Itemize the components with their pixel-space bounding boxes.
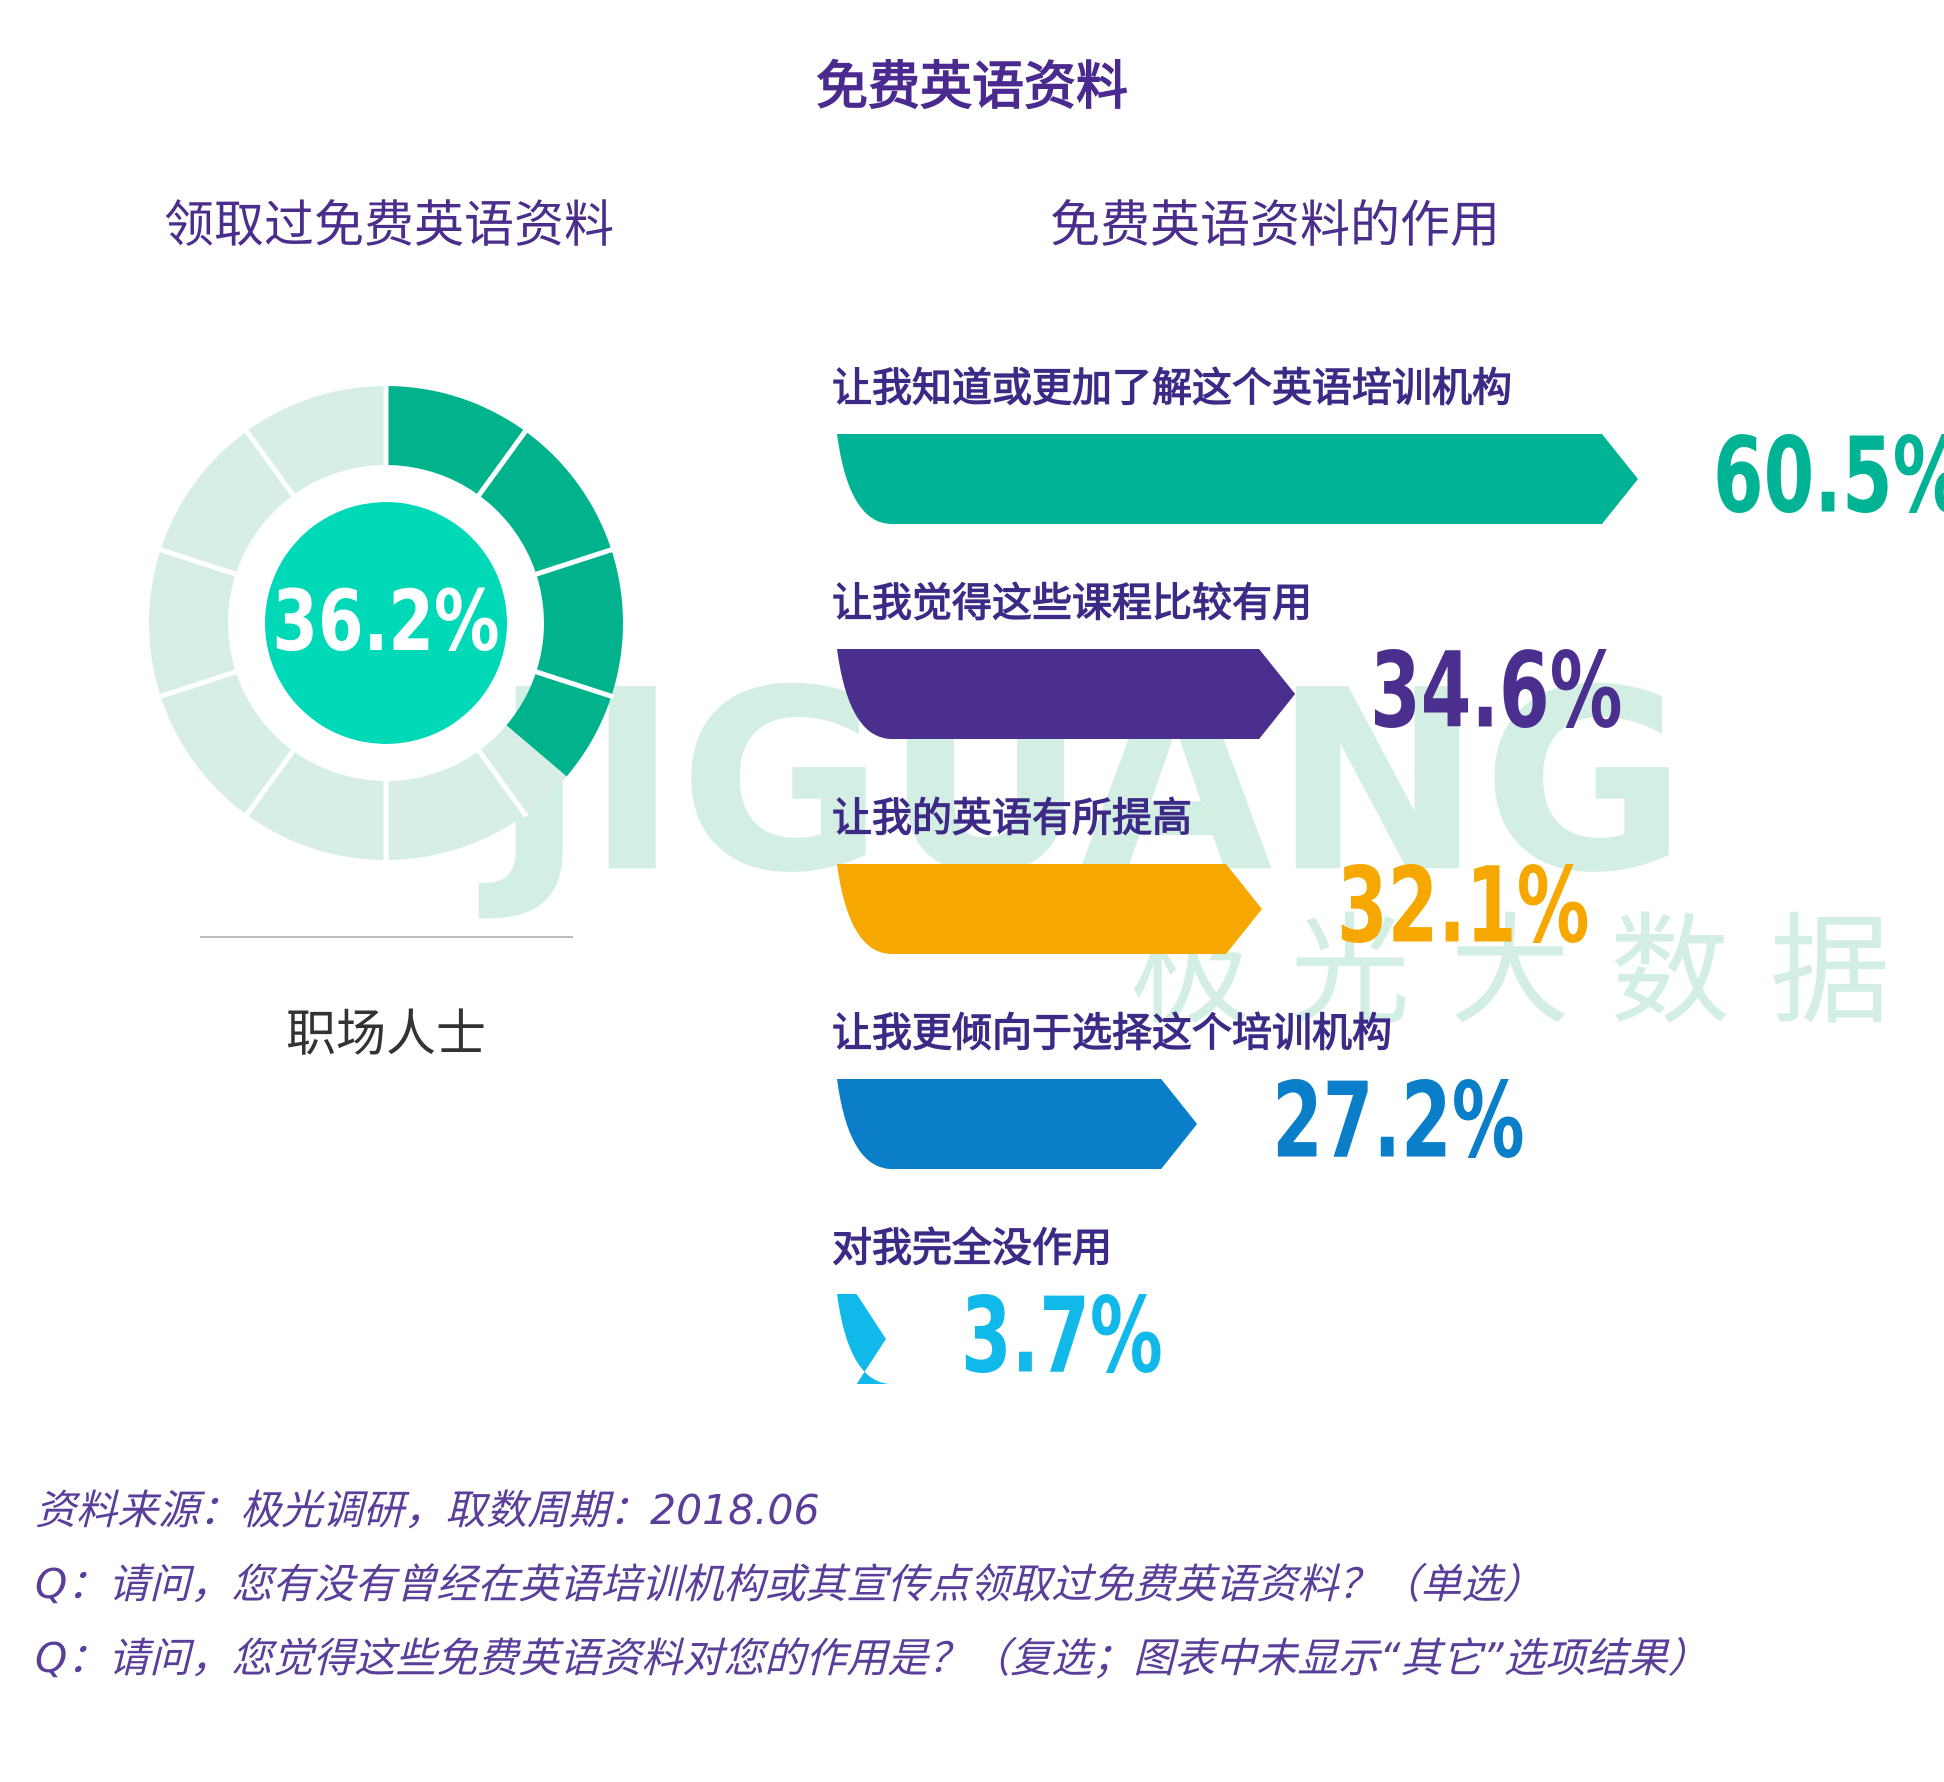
bar <box>837 649 1296 739</box>
category-label: 让我知道或更加了解这个英语培训机构 <box>832 365 1512 411</box>
value-label: 27.2% <box>1272 1061 1525 1182</box>
donut-divider <box>533 546 615 578</box>
donut-divider <box>533 668 615 700</box>
bar <box>837 434 1638 524</box>
category-label: 让我觉得这些课程比较有用 <box>832 580 1312 626</box>
category-label: 让我更倾向于选择这个培训机构 <box>832 1010 1392 1056</box>
donut-divider <box>157 668 239 700</box>
donut-divider <box>475 747 529 818</box>
donut-divider <box>243 747 297 818</box>
value-label: 3.7% <box>961 1276 1163 1397</box>
donut-divider <box>157 546 239 578</box>
donut-center <box>265 502 507 744</box>
footnote: Q：请问，您有没有曾经在英语培训机构或其宣传点领取过免费英语资料？（单选） <box>35 1560 1544 1608</box>
value-label: 34.6% <box>1370 631 1623 752</box>
chart-title: 免费英语资料的作用 <box>1050 196 1500 254</box>
value-label: 60.5% <box>1713 416 1944 537</box>
chart-title: 领取过免费英语资料 <box>164 196 614 254</box>
bar <box>837 1294 892 1384</box>
category-label: 让我的英语有所提高 <box>832 795 1192 841</box>
footnote: 资料来源：极光调研，取数周期：2018.06 <box>35 1486 820 1534</box>
value-label: 32.1% <box>1337 846 1590 967</box>
category-label: 职场人士 <box>286 1005 486 1063</box>
category-label: 对我完全没作用 <box>832 1225 1112 1271</box>
footnotes: 资料来源：极光调研，取数周期：2018.06 Q：请问，您有没有曾经在英语培训机… <box>35 1480 1915 1702</box>
bar <box>837 1079 1198 1169</box>
watermark-cn: 极光大数据 <box>1130 903 1930 1042</box>
bar <box>837 864 1262 954</box>
donut-divider <box>243 428 297 499</box>
donut-rest <box>148 385 567 860</box>
footnote: Q：请问，您觉得这些免费英语资料对您的作用是？（复选；图表中未显示“其它”选项结… <box>35 1634 1709 1682</box>
value-label: 36.2% <box>272 572 499 670</box>
page-title: 免费英语资料 <box>816 57 1128 117</box>
donut-divider <box>475 428 529 499</box>
